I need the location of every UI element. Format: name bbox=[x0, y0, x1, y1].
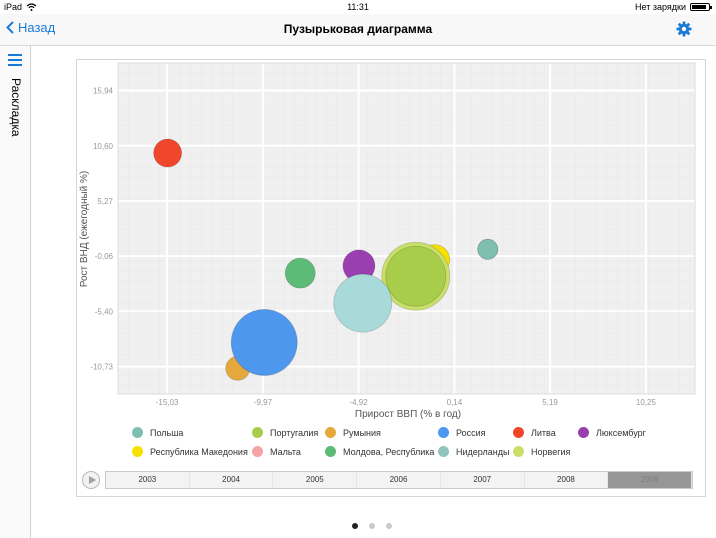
page-indicator bbox=[352, 523, 392, 529]
y-tick-label: 15,94 bbox=[93, 87, 114, 96]
sidebar: Раскладка bbox=[0, 46, 31, 538]
plot-border bbox=[117, 62, 696, 395]
status-bar: iPad 11:31 Нет зарядки bbox=[0, 0, 716, 14]
year-item[interactable]: 2007 bbox=[441, 472, 525, 488]
year-item[interactable]: 2005 bbox=[273, 472, 358, 488]
legend-item[interactable]: Россия bbox=[438, 427, 486, 438]
legend-swatch bbox=[252, 427, 263, 438]
year-item[interactable]: 2003 bbox=[106, 472, 190, 488]
legend-item[interactable]: Нидерланды bbox=[438, 446, 509, 457]
y-tick-label: 10,60 bbox=[93, 142, 114, 151]
status-left: iPad bbox=[4, 2, 37, 12]
legend-label: Люксембург bbox=[596, 427, 646, 438]
legend-swatch bbox=[132, 427, 143, 438]
x-tick-label: -9,97 bbox=[254, 398, 273, 407]
plot-minor-grid bbox=[118, 63, 695, 394]
legend-label: Нидерланды bbox=[456, 446, 510, 457]
y-tick-label: -10,73 bbox=[90, 363, 113, 372]
year-item[interactable]: 2006 bbox=[357, 472, 441, 488]
bubble[interactable] bbox=[284, 257, 316, 289]
legend-swatch bbox=[438, 446, 449, 457]
sidebar-label-layout[interactable]: Раскладка bbox=[9, 78, 23, 137]
status-right: Нет зарядки bbox=[635, 2, 712, 12]
legend-swatch bbox=[513, 427, 524, 438]
year-item[interactable]: 2008 bbox=[525, 472, 609, 488]
page-title: Пузырьковая диаграмма bbox=[283, 22, 433, 36]
bubbles bbox=[153, 138, 499, 381]
bubble[interactable] bbox=[153, 138, 183, 168]
x-axis-label: Прирост ВВП (% в год) bbox=[355, 409, 461, 420]
legend-item[interactable]: Литва bbox=[513, 427, 556, 438]
bubble[interactable] bbox=[385, 245, 447, 307]
y-axis-label: Рост ВНД (ежегодный %) bbox=[79, 171, 90, 288]
legend-item[interactable]: Румыния bbox=[325, 427, 381, 438]
legend-label: Норвегия bbox=[531, 446, 571, 457]
year-item[interactable]: 2004 bbox=[190, 472, 274, 488]
major-grid bbox=[118, 63, 695, 394]
page-dot[interactable] bbox=[386, 523, 392, 529]
legend-label: Литва bbox=[531, 427, 556, 438]
legend-label: Польша bbox=[150, 427, 184, 438]
nav-bar: Назад Пузырьковая диаграмма bbox=[0, 14, 716, 46]
bubble[interactable] bbox=[477, 238, 499, 260]
x-tick-label: 10,25 bbox=[636, 398, 657, 407]
y-tick-label: -0,06 bbox=[95, 252, 114, 261]
page-dot[interactable] bbox=[352, 523, 358, 529]
legend-item[interactable]: Люксембург bbox=[578, 427, 646, 438]
x-tick-label: 5,19 bbox=[542, 398, 558, 407]
legend-item[interactable]: Португалия bbox=[252, 427, 318, 438]
x-tick-label: -4,92 bbox=[349, 398, 368, 407]
legend-item[interactable]: Польша bbox=[132, 427, 183, 438]
gear-icon[interactable] bbox=[676, 21, 692, 37]
wifi-icon bbox=[26, 3, 37, 11]
legend-item[interactable]: Норвегия bbox=[513, 446, 570, 457]
y-tick-label: -5,40 bbox=[95, 307, 114, 316]
legend-label: Португалия bbox=[270, 427, 319, 438]
legend-swatch bbox=[513, 446, 524, 457]
charging-status: Нет зарядки bbox=[635, 2, 686, 12]
legend-label: Румыния bbox=[343, 427, 381, 438]
x-tick-label: 0,14 bbox=[447, 398, 463, 407]
year-slider[interactable]: 2003 2004 2005 2006 2007 2008 2009 bbox=[105, 471, 693, 489]
legend-swatch bbox=[132, 446, 143, 457]
legend-swatch bbox=[252, 446, 263, 457]
year-item[interactable]: 2009 bbox=[608, 472, 693, 488]
battery-icon bbox=[690, 3, 712, 11]
chevron-left-icon bbox=[6, 21, 14, 34]
y-tick-label: 5,27 bbox=[97, 197, 113, 206]
legend-swatch bbox=[325, 446, 336, 457]
x-tick-label: -15,03 bbox=[156, 398, 179, 407]
legend-label: Россия bbox=[456, 427, 486, 438]
legend-label: Республика Македония bbox=[150, 446, 248, 457]
back-label: Назад bbox=[18, 20, 56, 35]
battery-fill bbox=[692, 5, 707, 9]
play-button[interactable] bbox=[82, 471, 100, 489]
legend-label: Мальта bbox=[270, 446, 301, 457]
back-button[interactable]: Назад bbox=[6, 20, 55, 35]
status-time: 11:31 bbox=[347, 2, 369, 12]
legend-swatch bbox=[578, 427, 589, 438]
page-dot[interactable] bbox=[369, 523, 375, 529]
legend-swatch bbox=[325, 427, 336, 438]
bubble[interactable] bbox=[230, 309, 298, 376]
year-timeline: 2003 2004 2005 2006 2007 2008 2009 bbox=[82, 471, 694, 489]
menu-icon[interactable] bbox=[8, 54, 22, 66]
legend-swatch bbox=[438, 427, 449, 438]
device-name: iPad bbox=[4, 2, 23, 12]
bubble[interactable] bbox=[333, 273, 393, 333]
legend-item[interactable]: Республика Македония bbox=[132, 446, 248, 457]
legend-item[interactable]: Молдова, Республика bbox=[325, 446, 434, 457]
axis-ticks: -15,03 -9,97 -4,92 0,14 5,19 10,25 15,94 10,60 5… bbox=[90, 87, 656, 407]
legend-label: Молдова, Республика bbox=[343, 446, 435, 457]
legend-item[interactable]: Мальта bbox=[252, 446, 301, 457]
